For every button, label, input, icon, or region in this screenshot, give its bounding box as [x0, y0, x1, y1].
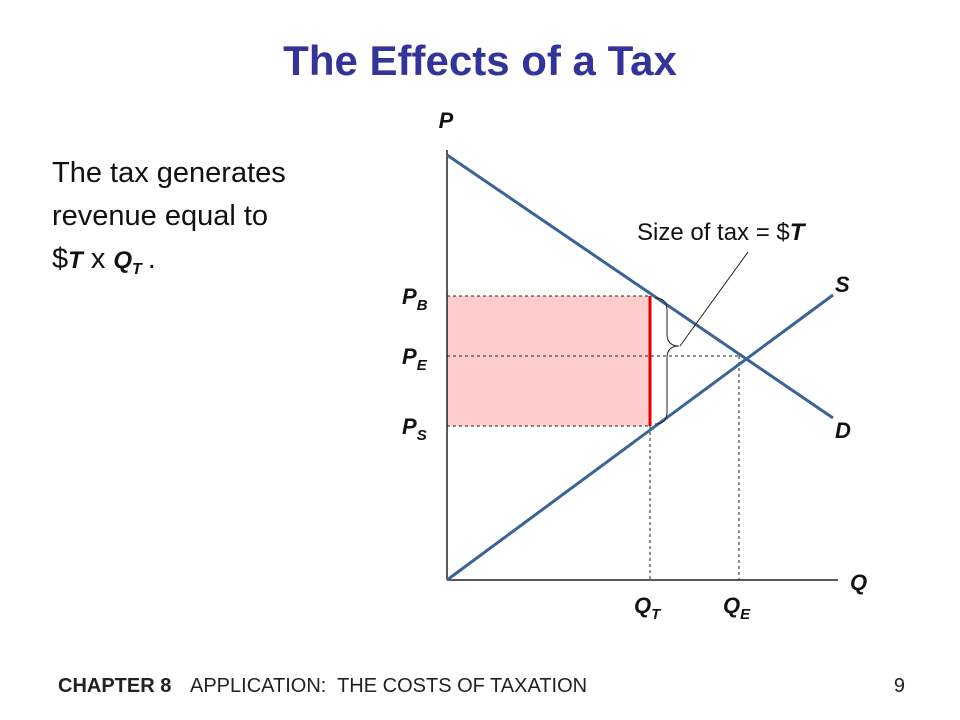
- formula-part: T: [132, 261, 143, 278]
- body-formula: $T x QT.: [52, 243, 156, 278]
- formula-part: Q: [113, 247, 132, 274]
- curve-label: D: [835, 418, 851, 443]
- formula-part: $: [52, 243, 68, 275]
- label-sub: S: [417, 427, 427, 444]
- label-main: P: [402, 344, 417, 369]
- label-sub: E: [740, 606, 751, 623]
- label-sub: E: [417, 357, 428, 374]
- formula-part: .: [148, 243, 156, 275]
- annotation-pointer: [679, 251, 749, 347]
- label-main: Q: [723, 593, 740, 618]
- label-main: P: [402, 284, 417, 309]
- axis-label: P: [439, 108, 454, 133]
- footer-chapter: CHAPTER 8: [58, 675, 171, 697]
- page-number: 9: [894, 675, 905, 697]
- quantity-label: QT: [634, 593, 662, 623]
- brace: [654, 297, 680, 425]
- label-sub: B: [417, 297, 428, 314]
- slide-title: The Effects of a Tax: [283, 37, 677, 84]
- price-label: PS: [402, 414, 427, 444]
- price-label: PB: [402, 284, 428, 314]
- formula-part: T: [68, 247, 85, 274]
- annotation: Size of tax = $T: [637, 219, 807, 246]
- revenue-area: [447, 296, 650, 426]
- label-main: Q: [634, 593, 651, 618]
- annotation-text: Size of tax = $: [637, 219, 790, 246]
- annotation-symbol: T: [790, 219, 807, 246]
- label-sub: T: [651, 606, 662, 623]
- axis-label: Q: [850, 570, 867, 595]
- curve-label: S: [835, 272, 850, 297]
- label-main: P: [402, 414, 417, 439]
- supply-curve: [446, 293, 834, 582]
- body-line: revenue equal to: [52, 200, 268, 232]
- price-label: PE: [402, 344, 428, 374]
- guides: [447, 295, 740, 580]
- quantity-label: QE: [723, 593, 751, 623]
- body-line: The tax generates: [52, 157, 286, 189]
- footer-title: APPLICATION: THE COSTS OF TAXATION: [190, 675, 587, 697]
- demand-curve: [446, 153, 834, 420]
- formula-part: x: [91, 243, 106, 275]
